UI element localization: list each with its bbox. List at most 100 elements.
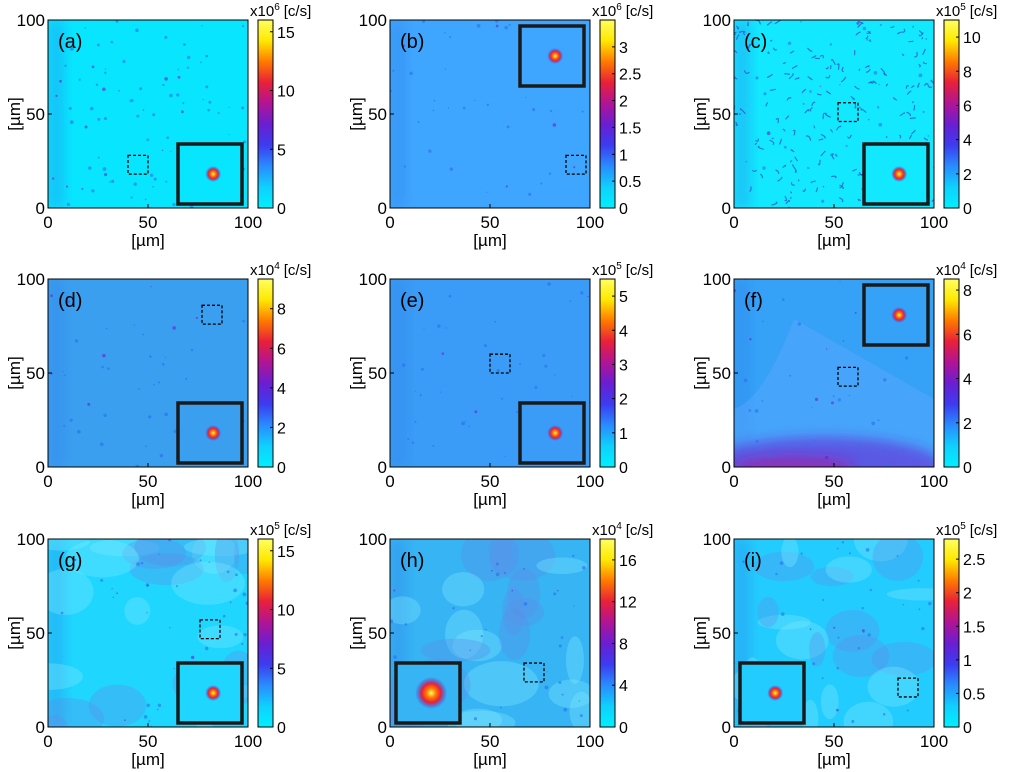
- x-tick-label: 50: [481, 472, 500, 491]
- colorbar-exponent: 6: [274, 2, 280, 13]
- x-tick-label: 0: [43, 213, 52, 232]
- colorbar: 0 0.5 1 1.5 2 2.5 3 x106 [c/s]: [592, 2, 653, 218]
- heatmap-texture: [390, 279, 589, 467]
- colorbar-tick-label: 5: [619, 289, 628, 306]
- x-tick-label: 50: [825, 213, 844, 232]
- colorbar-scale-label: x105 [c/s]: [936, 521, 997, 539]
- colorbar-tick-label: 8: [963, 64, 972, 81]
- y-tick-label: 100: [703, 270, 731, 289]
- y-tick-label: 50: [368, 624, 387, 643]
- x-axis-label: [µm]: [473, 750, 506, 769]
- panel-label: (e): [400, 290, 424, 312]
- inset-region-box: [489, 353, 511, 374]
- colorbar-tick-label: 4: [963, 372, 972, 389]
- x-tick-label: 0: [729, 732, 738, 751]
- colorbar-tick-label: 8: [619, 636, 628, 653]
- colorbar-gradient: [257, 538, 274, 728]
- x-tick-label: 0: [729, 472, 738, 491]
- colorbar-tick-label: 10: [277, 603, 295, 620]
- x-tick-label: 100: [576, 213, 604, 232]
- y-tick-label: 100: [703, 530, 731, 549]
- colorbar-gradient: [943, 538, 960, 728]
- x-axis-label: [µm]: [131, 750, 164, 769]
- colorbar-gradient: [257, 19, 274, 209]
- x-tick-label: 50: [825, 732, 844, 751]
- panel-label: (i): [744, 550, 762, 572]
- colorbar-gradient: [599, 19, 616, 209]
- colorbar-exponent: 5: [960, 2, 966, 13]
- y-tick-label: 50: [26, 105, 45, 124]
- heatmap-texture: [734, 539, 934, 727]
- inset-emitter: [891, 166, 908, 182]
- colorbar-tick-label: 2: [619, 94, 628, 111]
- y-tick-label: 50: [368, 105, 387, 124]
- colorbar-tick-label: 16: [619, 553, 637, 570]
- colorbar-tick-label: 3: [619, 357, 628, 374]
- colorbar-unit: [c/s]: [970, 262, 998, 279]
- colorbar-tick-label: 10: [277, 84, 295, 101]
- colorbar-tick-label: 5: [277, 661, 286, 678]
- panel-b: (b) 0 50 100 [µm] 0 50 100 [µm] 0 0.5 1 1.5 2 2.5 3 x106…: [347, 2, 653, 250]
- y-axis-label: [µm]: [691, 616, 710, 649]
- colorbar-gradient: [943, 278, 960, 468]
- colorbar-exponent-prefix: x10: [250, 522, 274, 539]
- heatmap-texture: [390, 20, 584, 208]
- x-tick-label: 100: [234, 472, 262, 491]
- y-tick-label: 100: [17, 530, 45, 549]
- colorbar-exponent: 5: [616, 261, 622, 272]
- colorbar-tick-label: 15: [277, 544, 295, 561]
- inset-zoom: [862, 142, 930, 206]
- colorbar-scale-label: x105 [c/s]: [592, 261, 653, 279]
- inset-region-box: [201, 304, 223, 325]
- colorbar-tick-label: 2: [963, 416, 972, 433]
- colorbar-tick-label: 6: [963, 98, 972, 115]
- y-tick-label: 0: [36, 458, 45, 477]
- x-tick-label: 0: [385, 472, 394, 491]
- colorbar-scale-label: x106 [c/s]: [592, 2, 653, 20]
- colorbar-tick-label: 4: [963, 133, 972, 150]
- colorbar-exponent-prefix: x10: [592, 522, 616, 539]
- colorbar-tick-label: 6: [277, 341, 286, 358]
- colorbar-tick-label: 2: [277, 420, 286, 437]
- y-tick-label: 0: [722, 199, 731, 218]
- colorbar-tick-label: 0: [619, 460, 628, 477]
- y-tick-label: 50: [368, 364, 387, 383]
- colorbar-tick-label: 2: [963, 586, 972, 603]
- colorbar-tick-label: 4: [277, 381, 286, 398]
- colorbar-tick-label: 0.5: [619, 174, 641, 191]
- inset-region-box: [199, 619, 221, 640]
- x-tick-label: 50: [139, 732, 158, 751]
- y-tick-label: 100: [703, 11, 731, 30]
- y-tick-label: 0: [722, 718, 731, 737]
- colorbar-gradient: [599, 538, 616, 728]
- colorbar-tick-label: 1: [619, 147, 628, 164]
- y-tick-label: 50: [26, 364, 45, 383]
- panel-label: (d): [58, 290, 82, 312]
- colorbar-tick-label: 6: [963, 327, 972, 344]
- y-axis-label: [µm]: [691, 97, 710, 130]
- y-tick-label: 50: [712, 624, 731, 643]
- y-tick-label: 0: [378, 199, 387, 218]
- colorbar-exponent-prefix: x10: [250, 3, 274, 20]
- y-axis-label: [µm]: [347, 356, 366, 389]
- y-axis-label: [µm]: [5, 356, 24, 389]
- colorbar-unit: [c/s]: [970, 3, 998, 20]
- y-axis-label: [µm]: [5, 616, 24, 649]
- colorbar-tick-label: 0.5: [963, 686, 985, 703]
- y-tick-label: 50: [712, 364, 731, 383]
- x-tick-label: 100: [920, 732, 948, 751]
- inset-region-box: [565, 154, 587, 175]
- colorbar-unit: [c/s]: [284, 262, 312, 279]
- colorbar-scale-label: x105 [c/s]: [250, 521, 311, 539]
- x-tick-label: 50: [481, 213, 500, 232]
- colorbar-tick-label: 8: [277, 302, 286, 319]
- inset-zoom: [518, 401, 586, 465]
- colorbar-tick-label: 0: [619, 720, 628, 737]
